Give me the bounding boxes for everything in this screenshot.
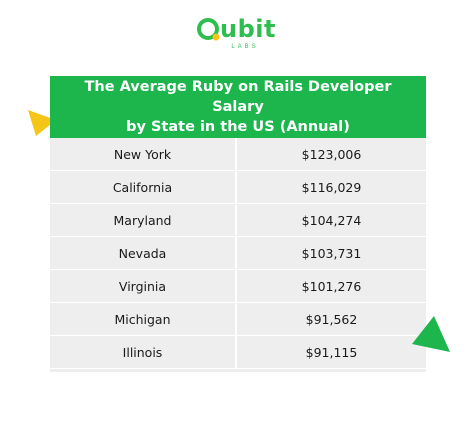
green-triangle-icon (412, 316, 450, 352)
table-row: Illinois $91,115 (50, 336, 426, 369)
logo-q-icon (197, 18, 220, 41)
table-row: Maryland $104,274 (50, 204, 426, 237)
salary-cell: $104,274 (301, 212, 362, 228)
qubit-labs-logo: ubit LABS (196, 14, 286, 54)
state-cell: Illinois (50, 336, 237, 368)
table-row: New York $123,006 (50, 138, 426, 171)
salary-cell: $103,731 (301, 245, 362, 261)
state-cell: Virginia (50, 270, 237, 302)
table-body: New York $123,006 California $116,029 Ma… (50, 138, 426, 369)
salary-cell: $101,276 (301, 278, 362, 294)
salary-table: The Average Ruby on Rails Developer Sala… (50, 76, 426, 372)
state-cell: Michigan (50, 303, 237, 335)
state-cell: Nevada (50, 237, 237, 269)
table-row: Michigan $91,562 (50, 303, 426, 336)
table-row: California $116,029 (50, 171, 426, 204)
state-cell: Maryland (50, 204, 237, 236)
table-title: The Average Ruby on Rails Developer Sala… (68, 77, 408, 137)
yellow-triangle-icon (28, 110, 56, 136)
table-header: The Average Ruby on Rails Developer Sala… (50, 76, 426, 138)
state-cell: California (50, 171, 237, 203)
salary-cell: $123,006 (301, 146, 362, 162)
table-title-line-1: The Average Ruby on Rails Developer Sala… (84, 79, 392, 115)
salary-cell: $116,029 (301, 179, 362, 195)
table-row: Nevada $103,731 (50, 237, 426, 270)
table-title-line-2: by State in the US (Annual) (126, 119, 350, 135)
logo-wordmark: ubit (220, 15, 276, 43)
salary-cell: $91,115 (305, 344, 358, 360)
state-cell: New York (50, 138, 237, 170)
salary-cell: $91,562 (305, 311, 358, 327)
table-row: Virginia $101,276 (50, 270, 426, 303)
logo-subtitle: LABS (231, 44, 259, 50)
